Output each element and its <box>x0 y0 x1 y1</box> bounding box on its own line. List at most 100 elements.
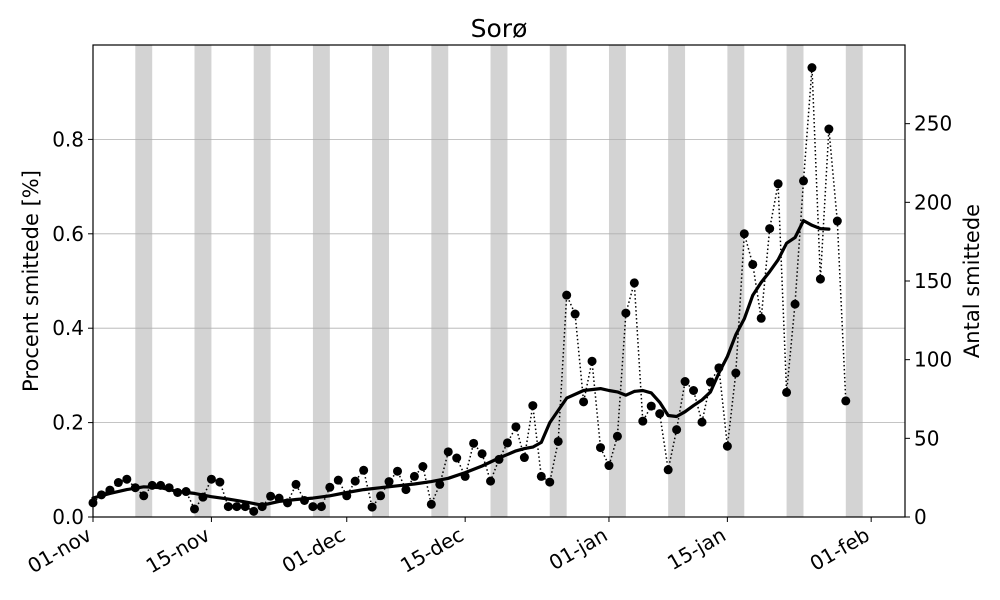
daily-point <box>113 478 123 488</box>
daily-point <box>731 368 741 378</box>
daily-point <box>748 259 758 269</box>
weekend-band-4 <box>372 45 390 517</box>
daily-point <box>223 502 233 512</box>
weekend-band-0 <box>135 45 153 517</box>
daily-point <box>815 274 825 284</box>
daily-point <box>435 479 445 489</box>
rolling-average-line <box>91 219 831 507</box>
daily-point <box>722 441 732 451</box>
daily-point <box>443 447 453 457</box>
y2-tick-label: 200 <box>914 190 952 214</box>
daily-point <box>384 477 394 487</box>
daily-point <box>359 465 369 475</box>
weekend-band-5 <box>431 45 449 517</box>
daily-point <box>249 506 259 516</box>
daily-point <box>553 436 563 446</box>
daily-point <box>502 438 512 448</box>
daily-point <box>426 499 436 509</box>
daily-point <box>206 474 216 484</box>
daily-point <box>350 476 360 486</box>
daily-point <box>511 422 521 432</box>
y-tick-label: 0.0 <box>52 505 84 529</box>
y2-tick-label: 100 <box>914 348 952 372</box>
rolling-average-series <box>91 219 831 507</box>
y-axis-ticks: 0.0 0.2 0.4 0.6 0.8 <box>52 127 93 529</box>
daily-point <box>418 461 428 471</box>
daily-point <box>832 216 842 226</box>
daily-point <box>790 299 800 309</box>
daily-point <box>469 438 479 448</box>
daily-point <box>596 443 605 453</box>
weekend-band-10 <box>727 45 745 517</box>
daily-point <box>587 356 597 366</box>
daily-point <box>646 401 656 411</box>
daily-point <box>663 465 673 475</box>
weekend-bands <box>135 45 863 517</box>
daily-point <box>308 502 318 512</box>
daily-point <box>333 475 343 485</box>
daily-point <box>367 502 377 512</box>
daily-point <box>807 63 817 73</box>
daily-point <box>545 477 555 487</box>
y2-axis-ticks: 0 50 100 150 200 250 <box>905 112 952 529</box>
daily-point <box>139 491 149 501</box>
chart-title: Sorø <box>471 14 528 43</box>
y-tick-label: 0.2 <box>52 411 84 435</box>
daily-point <box>799 176 808 186</box>
weekend-band-6 <box>490 45 508 517</box>
daily-point <box>739 229 749 239</box>
daily-point <box>604 461 614 471</box>
daily-point <box>452 453 462 463</box>
daily-point <box>519 453 529 463</box>
daily-point <box>477 449 487 459</box>
daily-series <box>88 63 851 516</box>
daily-point <box>756 313 766 323</box>
y-axis-label: Procent smittede [%] <box>19 170 43 392</box>
daily-point <box>612 431 622 441</box>
weekend-band-2 <box>253 45 271 517</box>
daily-point <box>689 386 699 396</box>
daily-point <box>621 308 631 318</box>
daily-point <box>190 504 199 514</box>
y2-axis-label: Antal smittede <box>960 204 984 358</box>
daily-point <box>782 387 792 397</box>
daily-point <box>266 491 276 501</box>
y2-tick-label: 0 <box>914 505 927 529</box>
daily-point <box>536 471 546 481</box>
weekend-band-12 <box>845 45 863 517</box>
daily-point <box>579 397 589 407</box>
weekend-band-3 <box>312 45 330 517</box>
daily-point <box>316 502 326 512</box>
y-tick-label: 0.6 <box>52 222 84 246</box>
daily-point <box>638 416 648 426</box>
daily-point <box>291 479 301 489</box>
daily-point <box>680 377 690 387</box>
daily-series-line <box>92 67 847 513</box>
daily-point <box>570 309 580 319</box>
y-tick-label: 0.8 <box>52 127 84 151</box>
y2-tick-label: 50 <box>914 426 939 450</box>
daily-point <box>325 482 335 492</box>
daily-point <box>376 491 386 501</box>
daily-point <box>655 409 665 419</box>
y2-tick-label: 250 <box>914 112 952 136</box>
weekend-band-11 <box>786 45 804 517</box>
daily-point <box>841 396 851 406</box>
weekend-band-8 <box>608 45 626 517</box>
daily-point <box>401 485 411 495</box>
daily-point <box>393 466 402 476</box>
daily-point <box>409 471 419 481</box>
weekend-band-9 <box>668 45 686 517</box>
daily-point <box>562 290 572 300</box>
daily-point <box>773 179 783 189</box>
weekend-band-1 <box>194 45 212 517</box>
daily-point <box>215 477 225 487</box>
daily-point <box>765 224 775 234</box>
weekend-band-7 <box>549 45 567 517</box>
daily-point <box>672 425 682 435</box>
y2-tick-label: 150 <box>914 269 952 293</box>
daily-point <box>697 417 707 427</box>
daily-point <box>486 476 496 486</box>
y-tick-label: 0.4 <box>52 316 84 340</box>
